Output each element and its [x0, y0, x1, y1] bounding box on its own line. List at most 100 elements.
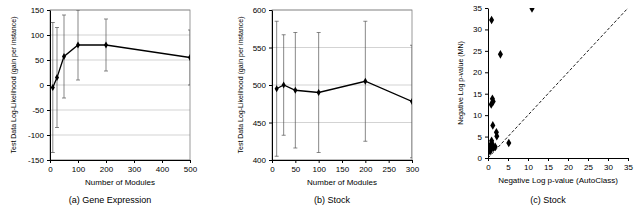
tick-label: 20: [473, 68, 482, 77]
tick: 15: [544, 158, 553, 172]
y-axis-title: Test Data Log-Likelihood (gain per insta…: [237, 17, 245, 154]
tick: 30: [604, 158, 613, 172]
error-cap: [363, 141, 367, 142]
tick-mark: [628, 158, 629, 161]
marker: [494, 132, 499, 141]
tick: 10: [524, 158, 533, 172]
tick-mark: [342, 160, 343, 163]
tick: 50: [35, 56, 50, 65]
tick-label: 50: [291, 165, 300, 174]
marker: [62, 53, 66, 60]
tick-mark: [269, 10, 272, 11]
tick-label: 450: [253, 119, 267, 128]
error-bar: [62, 15, 66, 98]
caption: (b) Stock: [314, 195, 351, 205]
error-bar: [275, 21, 279, 156]
tick-label: 0: [48, 165, 53, 174]
y-axis: -150-100-50050100150: [28, 6, 51, 165]
tick-label: 400: [253, 156, 267, 165]
axis-line: [488, 9, 489, 159]
error-cap: [293, 32, 297, 33]
tick: 25: [584, 158, 593, 172]
tick-mark: [162, 160, 163, 163]
tick-label: 600: [253, 6, 267, 15]
tick-mark: [269, 85, 272, 86]
tick-label: 0: [486, 163, 491, 172]
error-bar: [51, 23, 55, 153]
tick-mark: [548, 158, 549, 161]
tick-label: -50: [32, 106, 44, 115]
grid: [50, 10, 190, 160]
error-cap: [410, 45, 412, 46]
error-cap: [55, 27, 59, 28]
error-bar: [317, 33, 321, 153]
tick: 35: [473, 4, 488, 13]
axis-line: [50, 11, 51, 161]
tick: 20: [473, 68, 488, 77]
tick: 15: [473, 90, 488, 99]
tick: 300: [406, 160, 420, 174]
error-cap: [317, 152, 321, 153]
marker: [188, 54, 190, 61]
panel: 0100200300400500-150-100-50050100150Numb…: [10, 6, 198, 205]
tick-label: 5: [478, 133, 483, 142]
tick: 5: [506, 158, 511, 172]
tick-label: 0: [270, 165, 275, 174]
tick-label: 300: [128, 165, 142, 174]
error-bar: [282, 35, 286, 136]
tick-label: 15: [473, 90, 482, 99]
tick-label: 100: [31, 31, 45, 40]
error-cap: [55, 127, 59, 128]
error-cap: [410, 157, 412, 158]
tick-label: -150: [28, 156, 45, 165]
grid-line: [50, 85, 190, 86]
tick: 550: [253, 44, 272, 53]
series-line: [488, 8, 628, 158]
tick-label: 300: [406, 165, 420, 174]
error-bar: [293, 33, 297, 149]
y-axis-title: Test Data Log-Likelihood (gain per insta…: [10, 17, 18, 154]
marker: [55, 74, 59, 81]
axis-line: [489, 158, 629, 159]
tick: 200: [100, 160, 114, 174]
tick-label: 550: [253, 44, 267, 53]
tick-mark: [389, 160, 390, 163]
tick: 250: [382, 160, 396, 174]
tick-mark: [47, 160, 50, 161]
tick-mark: [568, 158, 569, 161]
plot-area: [488, 8, 628, 158]
tick-label: 400: [156, 165, 170, 174]
tick-mark: [319, 160, 320, 163]
tick-label: 150: [31, 6, 45, 15]
tick: -150: [28, 156, 50, 165]
x-axis-title: Number of Modules: [307, 178, 377, 187]
tick-label: 10: [473, 111, 482, 120]
grid-line: [50, 60, 190, 61]
tick: 400: [156, 160, 170, 174]
marker: [104, 42, 108, 49]
tick-mark: [47, 110, 50, 111]
panel: 0510152025303505101520253035Negative Log…: [457, 4, 633, 205]
tick: 100: [72, 160, 86, 174]
marker: [498, 50, 503, 59]
tick-mark: [47, 35, 50, 36]
tick: 500: [184, 160, 198, 174]
tick-label: 35: [473, 4, 482, 13]
tick-label: 30: [604, 163, 613, 172]
error-cap: [317, 32, 321, 33]
y-axis: 05101520253035: [473, 4, 488, 163]
marker: [489, 100, 494, 109]
tick-mark: [365, 160, 366, 163]
tick-label: 100: [72, 165, 86, 174]
tick: -100: [28, 131, 50, 140]
marker: [76, 42, 80, 49]
tick: 50: [291, 160, 300, 174]
tick-mark: [485, 115, 488, 116]
tick-mark: [485, 137, 488, 138]
plot-area: [275, 21, 412, 158]
error-cap: [293, 148, 297, 149]
tick-label: 100: [312, 165, 326, 174]
tick-mark: [190, 160, 191, 163]
tick: 5: [478, 133, 488, 142]
grid-line: [272, 85, 412, 86]
